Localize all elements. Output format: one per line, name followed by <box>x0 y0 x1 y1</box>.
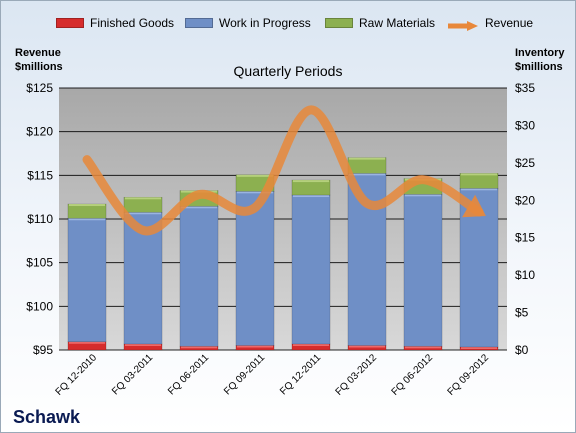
raw-materials-swatch <box>325 18 353 28</box>
bar-highlight <box>404 194 442 197</box>
x-tick-label: FQ 09-2012 <box>446 352 492 398</box>
bar-finished-goods <box>235 345 275 351</box>
left-tick-label: $100 <box>26 299 53 313</box>
left-axis-title-line2: $millions <box>15 61 63 73</box>
bar-segment <box>291 179 331 196</box>
bar-segment <box>123 196 163 213</box>
bar-highlight <box>68 204 106 207</box>
bar-highlight <box>124 212 162 215</box>
bar-raw-materials <box>291 179 331 196</box>
left-tick-label: $125 <box>26 81 53 95</box>
bar-highlight <box>460 173 498 176</box>
bar-segment <box>67 203 107 219</box>
bar-highlight <box>236 345 274 348</box>
bar-raw-materials <box>347 157 387 174</box>
legend-item-work-in-progress: Work in Progress <box>185 16 311 30</box>
x-tick-label: FQ 06-2011 <box>166 352 211 397</box>
bar-finished-goods <box>291 343 331 351</box>
left-tick-label: $110 <box>27 212 53 226</box>
bar-raw-materials <box>459 173 499 189</box>
bar-segment <box>179 205 219 347</box>
right-tick-label: $5 <box>515 306 529 320</box>
bar-highlight <box>348 157 386 160</box>
bar-segment <box>291 194 331 345</box>
bar-highlight <box>292 344 330 347</box>
right-tick-label: $25 <box>515 156 535 170</box>
x-tick-label: FQ 12-2010 <box>54 352 100 398</box>
right-tick-label: $30 <box>515 118 535 132</box>
bar-highlight <box>404 346 442 349</box>
bar-work-in-progress <box>179 205 219 347</box>
right-tick-label: $15 <box>515 231 535 245</box>
revenue-line <box>82 105 484 236</box>
work-in-progress-swatch <box>185 18 213 28</box>
left-axis-title-line1: Revenue <box>15 47 61 59</box>
bar-segment <box>347 157 387 174</box>
bar-finished-goods <box>403 345 443 351</box>
bar-highlight <box>68 341 106 344</box>
legend-label-raw-materials: Raw Materials <box>359 16 436 30</box>
revenue-arrowhead <box>462 194 486 218</box>
bar-work-in-progress <box>235 191 275 346</box>
bar-finished-goods <box>123 343 163 351</box>
bar-finished-goods <box>67 341 107 351</box>
bar-segment <box>67 217 107 343</box>
legend-label-revenue: Revenue <box>485 16 534 30</box>
x-tick-label: FQ 12-2011 <box>278 352 323 397</box>
bar-finished-goods <box>179 345 219 351</box>
bar-highlight <box>180 346 218 349</box>
left-axis-title: Revenue $millions <box>15 46 63 74</box>
bar-finished-goods <box>459 346 499 351</box>
legend-item-finished-goods: Finished Goods <box>56 16 174 30</box>
right-tick-label: $20 <box>515 193 535 207</box>
x-tick-label: FQ 09-2011 <box>222 352 267 397</box>
company-name: Schawk <box>13 407 81 427</box>
bar-highlight <box>236 174 274 177</box>
bar-segment <box>235 191 275 346</box>
right-axis-title: Inventory $millions <box>515 46 565 74</box>
bar-highlight <box>68 218 106 221</box>
bar-work-in-progress <box>67 217 107 343</box>
bar-work-in-progress <box>291 194 331 345</box>
right-axis-title-line1: Inventory <box>515 47 565 59</box>
bar-highlight <box>292 180 330 183</box>
bar-highlight <box>348 173 386 176</box>
bar-highlight <box>292 195 330 198</box>
bar-work-in-progress <box>403 193 443 347</box>
left-tick-label: $120 <box>26 125 53 139</box>
x-tick-label: FQ 06-2012 <box>390 352 436 398</box>
right-tick-label: $0 <box>515 343 529 357</box>
left-tick-label: $105 <box>26 256 53 270</box>
right-tick-label: $10 <box>515 268 535 282</box>
x-tick-label: FQ 03-2011 <box>110 352 155 397</box>
bar-highlight <box>348 345 386 348</box>
bar-highlight <box>460 347 498 350</box>
bar-segment <box>459 173 499 189</box>
right-axis-title-line2: $millions <box>515 61 563 73</box>
bar-highlight <box>236 191 274 194</box>
bar-raw-materials <box>67 203 107 219</box>
bar-highlight <box>124 344 162 347</box>
bar-highlight <box>180 206 218 209</box>
left-tick-label: $115 <box>27 168 53 182</box>
legend-label-work-in-progress: Work in Progress <box>219 16 311 30</box>
right-tick-label: $35 <box>515 81 535 95</box>
chart-title: Quarterly Periods <box>233 63 343 79</box>
revenue-swatch-arrow <box>447 18 479 31</box>
bar-raw-materials <box>123 196 163 213</box>
x-tick-label: FQ 03-2012 <box>334 352 380 398</box>
finished-goods-swatch <box>56 18 84 28</box>
legend-label-finished-goods: Finished Goods <box>90 16 175 30</box>
left-tick-label: $95 <box>33 343 53 357</box>
legend-item-revenue: Revenue <box>447 16 534 31</box>
bar-finished-goods <box>347 345 387 351</box>
bar-highlight <box>124 197 162 200</box>
legend-item-raw-materials: Raw Materials <box>325 16 435 30</box>
bar-segment <box>403 193 443 347</box>
legend: Finished Goods Work in Progress Raw Mate… <box>1 16 575 34</box>
bar-highlight <box>460 188 498 191</box>
